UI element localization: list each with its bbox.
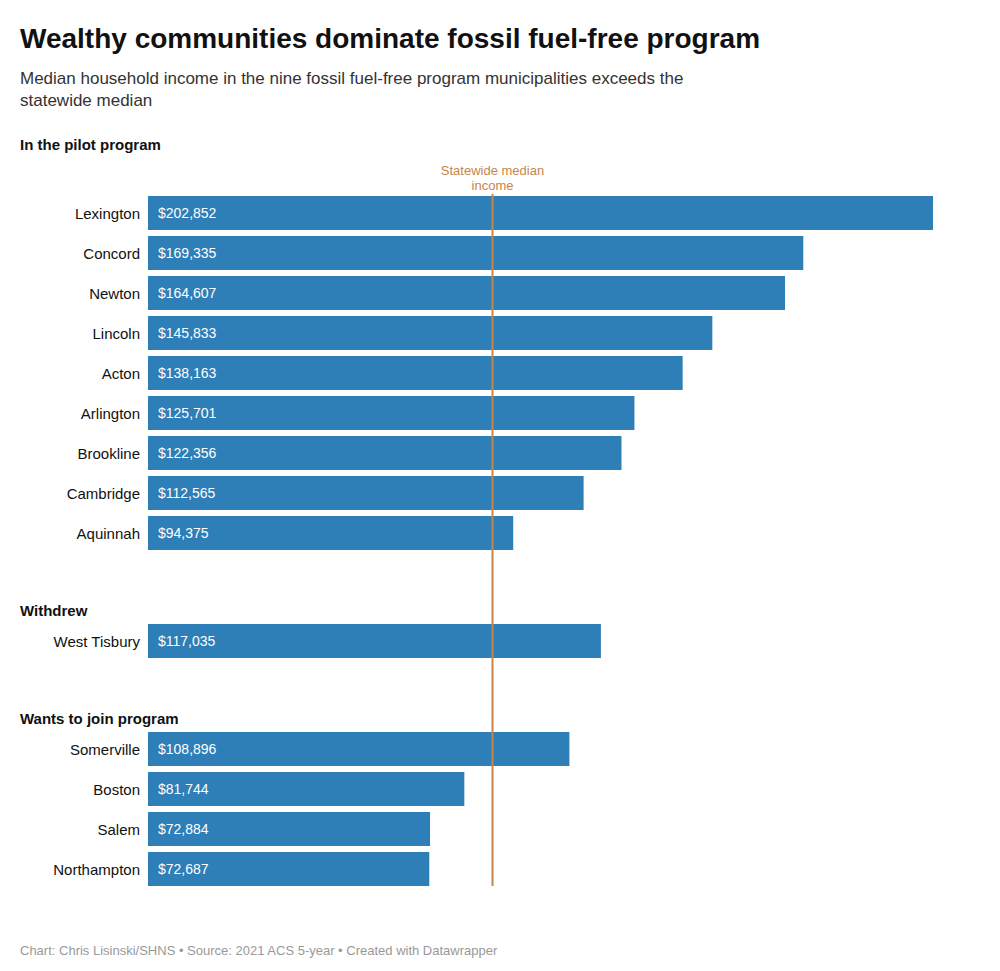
data-label: $72,884 bbox=[158, 821, 209, 837]
data-label: $108,896 bbox=[158, 741, 217, 757]
bar bbox=[148, 852, 429, 886]
bar bbox=[148, 516, 513, 550]
section-label: In the pilot program bbox=[20, 136, 161, 153]
section-label: Withdrew bbox=[20, 602, 88, 619]
category-label: Brookline bbox=[77, 445, 140, 462]
category-label: Newton bbox=[89, 285, 140, 302]
bar bbox=[148, 276, 785, 310]
plot-area bbox=[148, 194, 933, 886]
labels: In the pilot program $202,852 Lexington $16… bbox=[20, 136, 544, 878]
data-label: $138,163 bbox=[158, 365, 217, 381]
subtitle: Median household income in the nine foss… bbox=[20, 69, 683, 110]
data-label: $94,375 bbox=[158, 525, 209, 541]
bar bbox=[148, 812, 430, 846]
data-label: $72,687 bbox=[158, 861, 209, 877]
category-label: Lincoln bbox=[92, 325, 140, 342]
chart: Wealthy communities dominate fossil fuel… bbox=[0, 0, 1000, 971]
bar bbox=[148, 316, 712, 350]
bar bbox=[148, 772, 464, 806]
reference-line bbox=[492, 194, 494, 886]
category-label: Salem bbox=[97, 821, 140, 838]
category-label: Somerville bbox=[70, 741, 140, 758]
bar bbox=[148, 476, 584, 510]
category-label: Aquinnah bbox=[77, 525, 140, 542]
reference-label: Statewide medianincome bbox=[441, 163, 544, 193]
data-label: $112,565 bbox=[158, 485, 216, 501]
category-label: Acton bbox=[102, 365, 140, 382]
category-label: Lexington bbox=[75, 205, 140, 222]
bar bbox=[148, 732, 569, 766]
bar bbox=[148, 236, 803, 270]
bar bbox=[148, 196, 933, 230]
category-label: Arlington bbox=[81, 405, 140, 422]
category-label: Boston bbox=[93, 781, 140, 798]
title: Wealthy communities dominate fossil fuel… bbox=[20, 23, 760, 54]
category-label: Cambridge bbox=[67, 485, 140, 502]
category-label: West Tisbury bbox=[54, 633, 141, 650]
data-label: $202,852 bbox=[158, 205, 217, 221]
data-label: $145,833 bbox=[158, 325, 217, 341]
data-label: $125,701 bbox=[158, 405, 217, 421]
data-label: $164,607 bbox=[158, 285, 217, 301]
data-label: $117,035 bbox=[158, 633, 216, 649]
bar bbox=[148, 396, 634, 430]
data-label: $169,335 bbox=[158, 245, 217, 261]
bar bbox=[148, 624, 601, 658]
background bbox=[0, 0, 1000, 971]
footer: Chart: Chris Lisinski/SHNS • Source: 202… bbox=[20, 943, 498, 958]
section-label: Wants to join program bbox=[20, 710, 179, 727]
category-label: Concord bbox=[83, 245, 140, 262]
data-label: $122,356 bbox=[158, 445, 217, 461]
bar bbox=[148, 436, 621, 470]
data-label: $81,744 bbox=[158, 781, 209, 797]
category-label: Northampton bbox=[53, 861, 140, 878]
bar bbox=[148, 356, 683, 390]
